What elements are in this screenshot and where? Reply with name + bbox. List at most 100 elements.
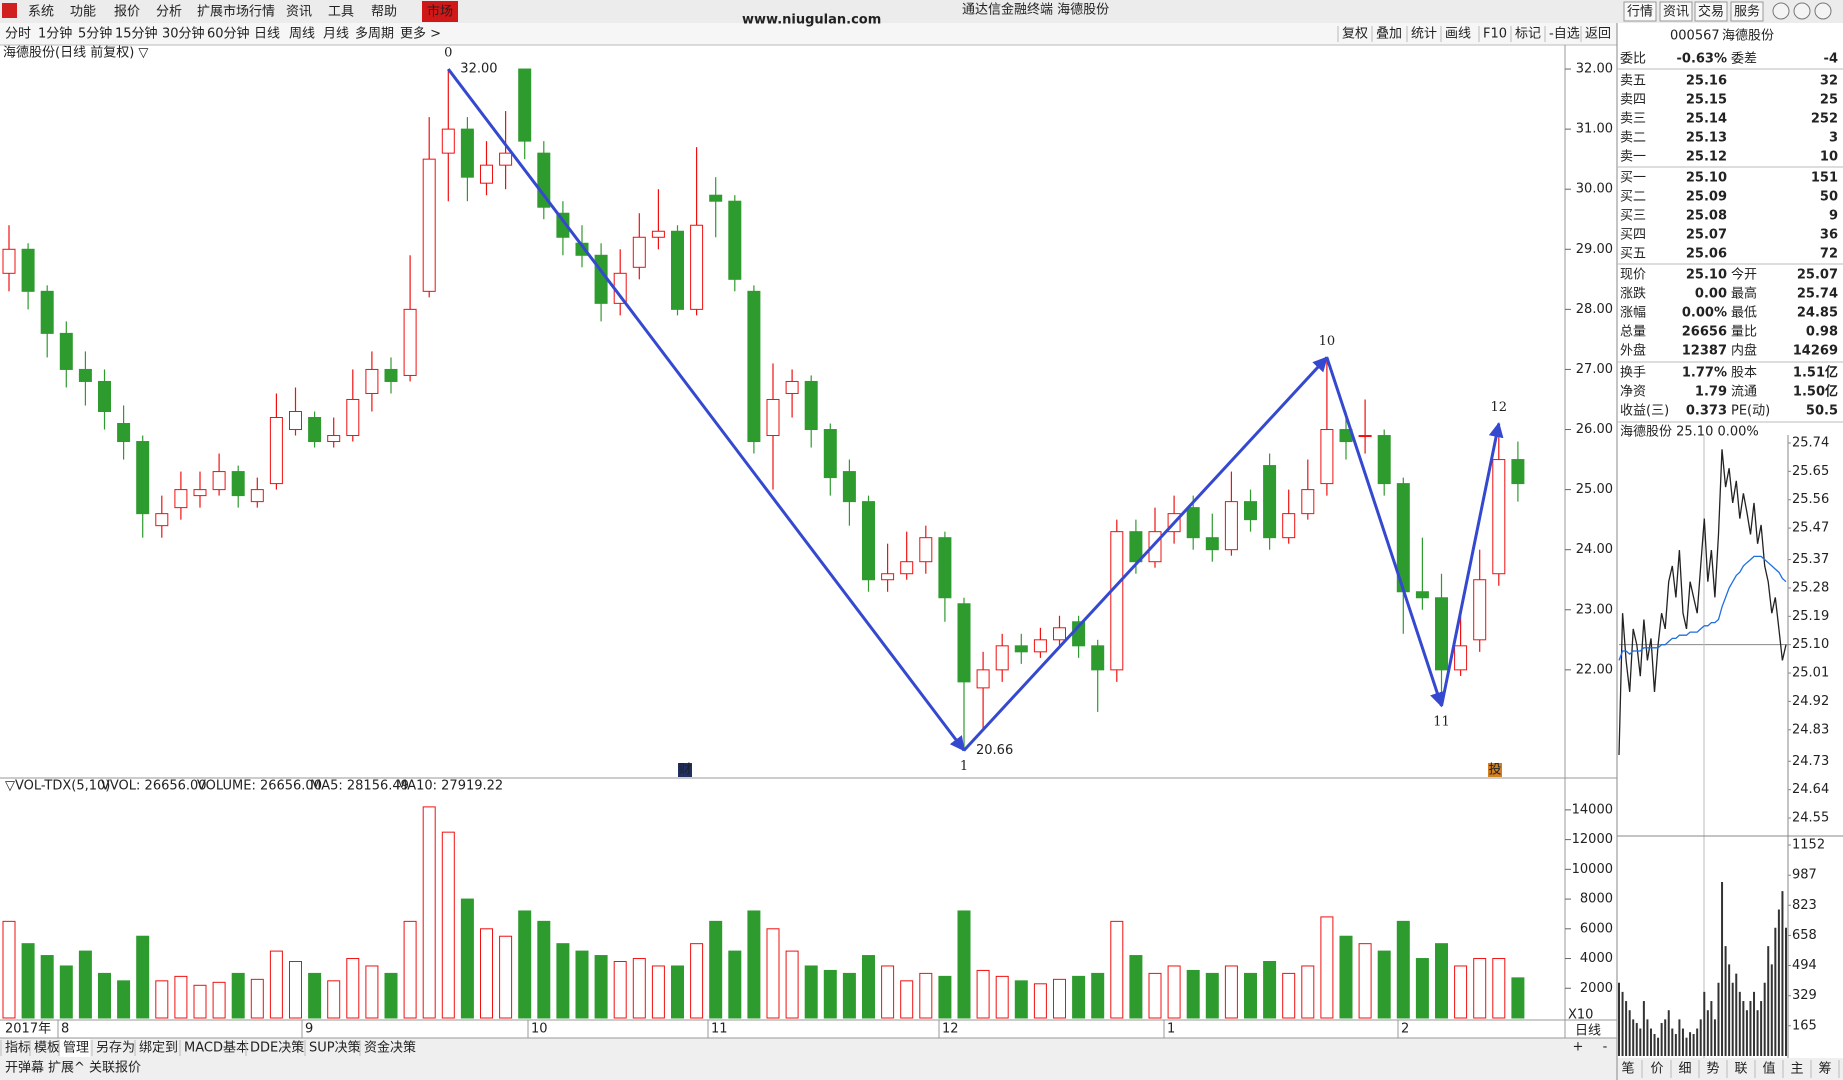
candle-body [460, 128, 474, 178]
window-control[interactable] [1814, 2, 1832, 20]
app-logo [2, 3, 17, 18]
menu-item[interactable]: 工具 [328, 5, 354, 20]
top-button[interactable] [1730, 1, 1764, 22]
top-button[interactable] [1694, 1, 1728, 22]
chart-tool[interactable]: 返回 [1585, 27, 1611, 42]
panel-tab[interactable]: 主 [1790, 1062, 1803, 1077]
quote-value: 25.07 [1797, 268, 1838, 283]
period-tab[interactable]: 30分钟 [162, 26, 205, 42]
period-tab[interactable]: 日线 [254, 27, 280, 42]
volume-bar [690, 943, 704, 1019]
price-label: 32.00 [460, 62, 497, 77]
window-control[interactable] [1772, 2, 1790, 20]
wave-line [962, 356, 1329, 752]
menu-item[interactable]: 功能 [70, 5, 96, 20]
candle-body [155, 513, 169, 527]
panel-tab[interactable]: 价 [1650, 1062, 1663, 1077]
volume-bar [499, 935, 513, 1019]
volume-header: VOLUME: 26656.00 [197, 779, 322, 794]
bottom-tab[interactable]: 另存为 [96, 1041, 135, 1056]
top-button-label[interactable]: 行情 [1627, 5, 1653, 20]
volume-bar [919, 972, 933, 1019]
period-tab[interactable]: 分时 [5, 27, 31, 42]
period-tab[interactable]: 15分钟 [115, 26, 158, 42]
menu-item[interactable]: 扩展市场行情 [197, 4, 275, 20]
top-button[interactable] [1623, 1, 1657, 22]
top-button-label[interactable]: 服务 [1734, 4, 1760, 20]
menu-item[interactable]: 资讯 [286, 5, 312, 20]
y-tick-label: 25.00 [1576, 482, 1613, 497]
period-tab[interactable]: 周线 [289, 27, 315, 42]
quote-value: 1.77% [1682, 366, 1727, 381]
chart-tool[interactable]: 标记 [1515, 27, 1541, 42]
bottom-tab[interactable]: 指标 [5, 1041, 31, 1056]
bottom-tab[interactable]: 绑定到 [139, 1041, 178, 1056]
zoom-button[interactable]: + [1573, 1040, 1584, 1055]
event-icon-label[interactable]: 财 [678, 763, 691, 778]
panel-tab[interactable]: 联 [1734, 1062, 1747, 1077]
quote-label: 今开 [1731, 267, 1757, 283]
chart-tool[interactable]: F10 [1483, 27, 1507, 42]
chart-tool[interactable]: 画线 [1445, 27, 1471, 42]
period-tab[interactable]: 60分钟 [207, 26, 250, 42]
candle-body [1053, 627, 1066, 641]
panel-tab[interactable]: 值 [1762, 1061, 1775, 1077]
menu-item[interactable]: 帮助 [371, 5, 397, 20]
panel-tab[interactable]: 细 [1678, 1062, 1691, 1077]
candle-body [78, 368, 92, 382]
market-button[interactable] [422, 1, 458, 22]
bottom-bar [0, 1038, 1617, 1080]
menu-item[interactable]: 报价 [114, 5, 140, 20]
quote-value: 9 [1829, 209, 1838, 224]
top-button[interactable] [1659, 1, 1693, 22]
top-button-label[interactable]: 交易 [1698, 4, 1724, 20]
period-tab[interactable]: 5分钟 [78, 26, 112, 42]
event-icon[interactable] [678, 763, 692, 777]
period-tab[interactable]: 多周期 [355, 26, 394, 42]
menu-item[interactable]: 分析 [156, 5, 182, 20]
y-tick-label: 25.01 [1792, 666, 1829, 681]
active-tab[interactable] [60, 1039, 90, 1057]
bottom-tab[interactable]: 模板 [34, 1041, 60, 1056]
quote-value: 12387 [1682, 344, 1727, 359]
bottom-tab[interactable]: MACD基本 [184, 1041, 249, 1056]
bottom-tab[interactable]: 资金决策 [364, 1040, 416, 1056]
volume-bar [155, 980, 169, 1019]
event-icon-label[interactable]: 投 [1488, 762, 1501, 778]
period-tab[interactable]: 1分钟 [38, 26, 72, 42]
volume-header: MA5: 28156.49 [310, 779, 409, 794]
menu-item[interactable]: 系统 [28, 5, 54, 20]
volume-bar [98, 972, 111, 1019]
panel-tab[interactable]: 筹 [1818, 1061, 1831, 1077]
bottom-tab[interactable]: 开弹幕 [5, 1061, 44, 1076]
chart-tool[interactable]: 叠加 [1376, 27, 1402, 42]
quote-value: 25.07 [1686, 228, 1727, 243]
bottom-tab[interactable]: 关联报价 [89, 1061, 141, 1076]
wave-line [447, 68, 966, 752]
candle-body [1473, 579, 1487, 641]
top-button-label[interactable]: 资讯 [1663, 5, 1689, 20]
bottom-tab[interactable]: 管理 [63, 1041, 89, 1056]
event-icon[interactable] [1488, 763, 1502, 777]
candle-body [231, 471, 245, 497]
bottom-tab[interactable]: SUP决策 [309, 1040, 361, 1056]
y-tick-label: 329 [1792, 988, 1817, 1003]
bottom-tab[interactable]: DDE决策 [250, 1040, 304, 1056]
volume-bar [250, 978, 264, 1019]
candle-body [136, 441, 150, 515]
chart-tool[interactable]: -自选 [1549, 27, 1580, 42]
window-control[interactable] [1793, 2, 1811, 20]
quote-value: 25.06 [1686, 247, 1727, 262]
chart-tool[interactable]: 复权 [1342, 26, 1368, 42]
panel-tab[interactable]: 笔 [1621, 1061, 1634, 1077]
period-tab[interactable]: 月线 [323, 27, 349, 42]
period-tab[interactable]: 更多 > [400, 26, 441, 42]
panel-tab[interactable]: 势 [1706, 1061, 1719, 1077]
chart-tool[interactable]: 统计 [1411, 27, 1437, 42]
zoom-button[interactable]: - [1603, 1040, 1608, 1055]
y-tick-label: 25.56 [1792, 492, 1829, 507]
bottom-tab[interactable]: 扩展^ [48, 1061, 85, 1076]
y-tick-label: 25.47 [1792, 521, 1829, 536]
market-label[interactable]: 市场 [427, 4, 453, 20]
